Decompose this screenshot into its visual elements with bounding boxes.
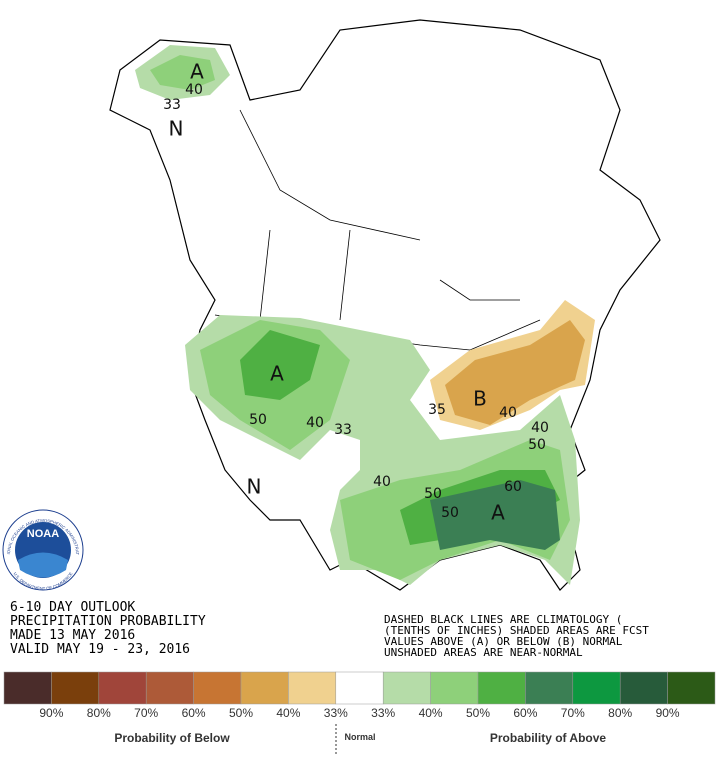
header-line: 6-10 DAY OUTLOOK: [10, 600, 135, 615]
header-line: PRECIPITATION PROBABILITY: [10, 614, 206, 629]
alaska-40: [150, 55, 215, 90]
legend-label: 80%: [608, 706, 632, 720]
legend-swatch: [382, 671, 431, 705]
above-60: [430, 480, 560, 550]
logo-name: NOAA: [27, 528, 59, 540]
legend-label: 70%: [561, 706, 585, 720]
map-label: 33: [163, 97, 181, 113]
notes: DASHED BLACK LINES ARE CLIMATOLOGY ( (TE…: [384, 613, 649, 659]
legend-label: 40%: [276, 706, 300, 720]
logo-ring-top: NATIONAL OCEANIC AND ATMOSPHERIC ADMINIS…: [0, 0, 80, 556]
legend-label: 40%: [419, 706, 443, 720]
legend: Probability of Below Normal Probability …: [3, 671, 716, 756]
legend-swatch: [288, 671, 337, 705]
shading: [135, 45, 595, 585]
legend-label: 90%: [39, 706, 63, 720]
note-line: DASHED BLACK LINES ARE CLIMATOLOGY (: [384, 613, 622, 626]
map-label: A: [190, 60, 204, 84]
legend-swatch: [335, 671, 384, 705]
map-label: B: [473, 387, 487, 411]
legend-label: 33%: [371, 706, 395, 720]
legend-swatch: [572, 671, 621, 705]
legend-swatch: [477, 671, 526, 705]
border: [214, 109, 541, 351]
map-label: 50: [528, 437, 546, 453]
legend-label: 80%: [87, 706, 111, 720]
map-label: A: [270, 362, 284, 386]
map-label: N: [247, 475, 262, 499]
legend-swatch: [193, 671, 242, 705]
legend-above: Probability of Above: [490, 731, 607, 745]
legend-label: 50%: [229, 706, 253, 720]
noaa-logo: NOAA NATIONAL OCEANIC AND ATMOSPHERIC AD…: [0, 0, 84, 591]
logo-ring-top-path: NATIONAL OCEANIC AND ATMOSPHERIC ADMINIS…: [0, 0, 80, 556]
map-label: 40: [531, 420, 549, 436]
map-label: A: [491, 501, 505, 525]
legend-label: 60%: [513, 706, 537, 720]
legend-swatch: [3, 671, 52, 705]
note-line: VALUES ABOVE (A) OR BELOW (B) NORMAL: [384, 635, 623, 648]
logo-wave: [18, 552, 68, 578]
map-label: 40: [499, 405, 517, 421]
legend-label: 33%: [324, 706, 348, 720]
map-label: 40: [373, 474, 391, 490]
legend-label: 50%: [466, 706, 490, 720]
map-label: 60: [504, 479, 522, 495]
legend-swatch: [430, 671, 479, 705]
map-label: 33: [334, 422, 352, 438]
below-40: [445, 320, 585, 425]
map-label: 50: [441, 505, 459, 521]
map-label: 35: [428, 402, 446, 418]
legend-swatch: [525, 671, 574, 705]
note-line: (TENTHS OF INCHES) SHADED AREAS ARE FCST: [384, 624, 649, 637]
legend-label: 90%: [656, 706, 680, 720]
header: 6-10 DAY OUTLOOK PRECIPITATION PROBABILI…: [10, 600, 206, 657]
note-line: UNSHADED AREAS ARE NEAR-NORMAL: [384, 646, 583, 659]
map-label: 50: [424, 486, 442, 502]
map-label: N: [169, 117, 184, 141]
legend-normal: Normal: [344, 732, 375, 742]
legend-swatch: [240, 671, 289, 705]
legend-below: Probability of Below: [114, 731, 230, 745]
header-line: MADE 13 MAY 2016: [10, 628, 135, 643]
map-labels: A 40 33 N A 50 40 33 N 40 50 50 60 A B 3…: [163, 60, 549, 525]
legend-label: 60%: [182, 706, 206, 720]
map-label: 40: [185, 82, 203, 98]
header-line: VALID MAY 19 - 23, 2016: [10, 642, 190, 657]
legend-swatch: [51, 671, 100, 705]
map-label: 40: [306, 415, 324, 431]
legend-swatch: [667, 671, 716, 705]
legend-swatch: [619, 671, 668, 705]
legend-label: 70%: [134, 706, 158, 720]
legend-swatch: [145, 671, 194, 705]
map-label: 50: [249, 412, 267, 428]
legend-swatch: [98, 671, 147, 705]
